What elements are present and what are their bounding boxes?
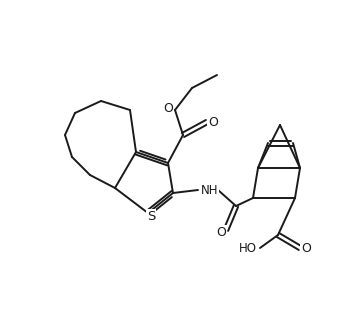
Text: O: O xyxy=(208,115,218,128)
Text: O: O xyxy=(163,101,173,114)
Text: O: O xyxy=(216,225,226,238)
Text: NH: NH xyxy=(201,183,219,197)
Text: HO: HO xyxy=(239,241,257,254)
Text: O: O xyxy=(301,241,311,254)
Text: S: S xyxy=(147,210,155,223)
